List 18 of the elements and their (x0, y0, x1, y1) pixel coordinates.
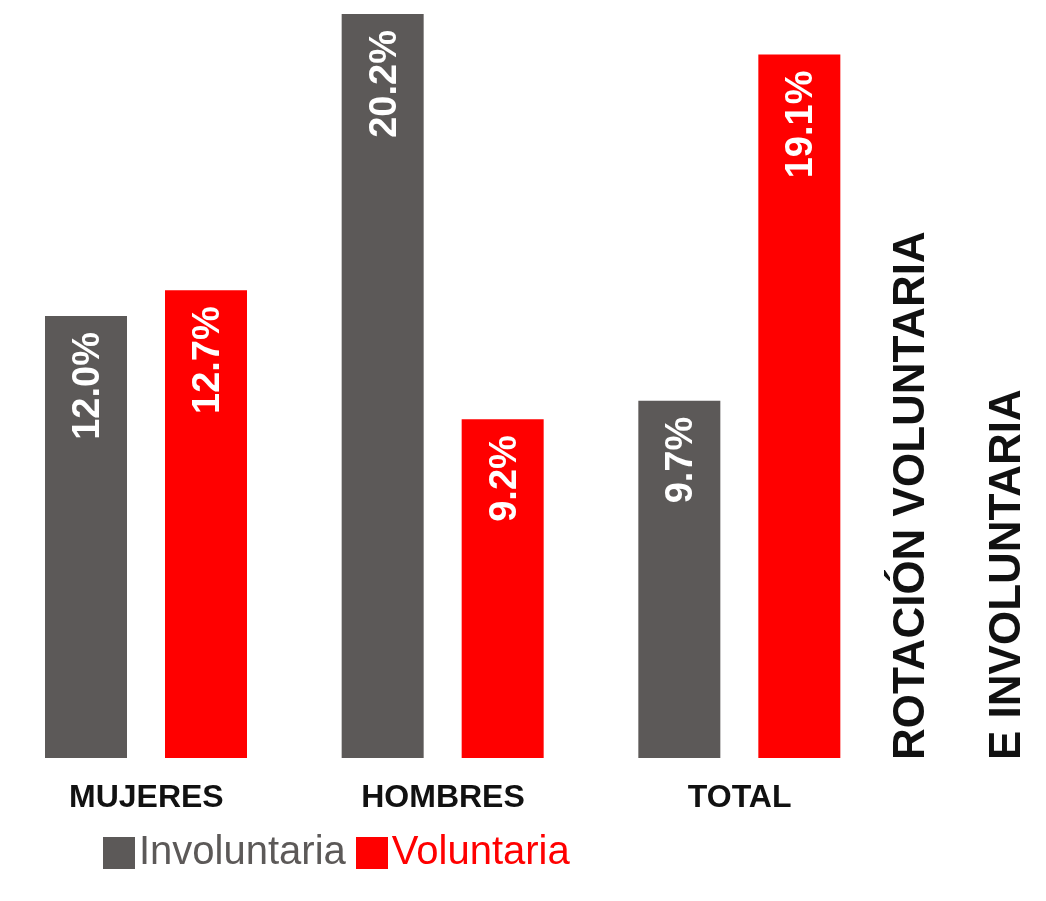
data-label: 20.2% (361, 30, 404, 138)
bar (461, 419, 544, 758)
bar (638, 400, 721, 758)
x-tick-label: MUJERES (68, 777, 224, 814)
x-tick-label: HOMBRES (361, 777, 525, 814)
text: ROTACIÓN VOLUNTARIA E INVOLUNTARIA (883, 231, 1029, 760)
legend-label: Involuntaria (139, 828, 346, 872)
data-label: 9.2% (481, 435, 524, 522)
legend-label: Voluntaria (391, 828, 570, 872)
data-label: 9.7% (658, 416, 701, 504)
bar (165, 290, 247, 758)
data-label: 12.7% (185, 306, 227, 414)
data-label: 12.0% (65, 332, 107, 440)
bar (45, 316, 127, 758)
x-tick-label: TOTAL (687, 777, 792, 814)
data-label: 19.1% (778, 70, 821, 179)
bar (341, 14, 424, 758)
bar (758, 54, 841, 758)
